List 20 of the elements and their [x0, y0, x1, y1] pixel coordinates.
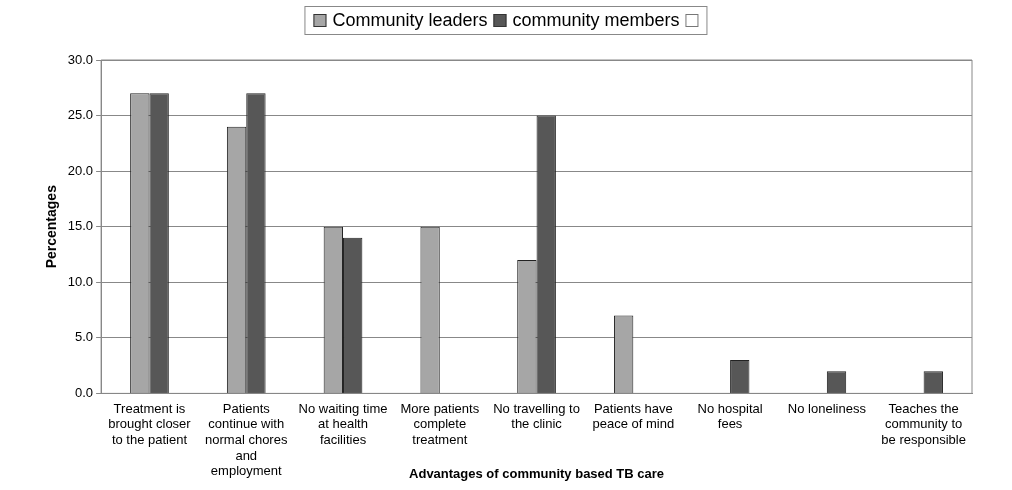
y-tick-label: 10.0	[67, 273, 94, 289]
y-tick-label: 20.0	[67, 162, 94, 178]
x-tick-label: No travelling to the clinic	[493, 400, 580, 432]
y-tick-label: 30.0	[67, 51, 94, 67]
x-tick-label: No waiting time at health facilities	[298, 400, 388, 447]
y-tick-label: 5.0	[75, 329, 94, 345]
x-tick-label: Patients have peace of mind	[592, 400, 675, 432]
x-tick-label: Teaches the community to be responsible	[881, 400, 966, 447]
y-axis-title: Percentages	[43, 184, 60, 269]
y-tick-label: 15.0	[67, 218, 94, 234]
legend-label: community members	[512, 10, 680, 31]
x-tick-label: Patients continue with normal chores and employment	[205, 400, 288, 479]
x-axis-title: Advantages of community based TB care	[409, 465, 665, 481]
x-tick-label: No hospital fees	[697, 400, 763, 432]
x-tick-label: No loneliness	[787, 400, 867, 416]
y-tick-label: 0.0	[75, 384, 94, 400]
x-tick-label: Treatment is brought closer to the patient	[108, 400, 192, 447]
legend-label: Community leaders	[332, 10, 488, 31]
x-tick-label: More patients complete treatment	[400, 400, 480, 447]
y-tick-label: 25.0	[67, 107, 94, 123]
